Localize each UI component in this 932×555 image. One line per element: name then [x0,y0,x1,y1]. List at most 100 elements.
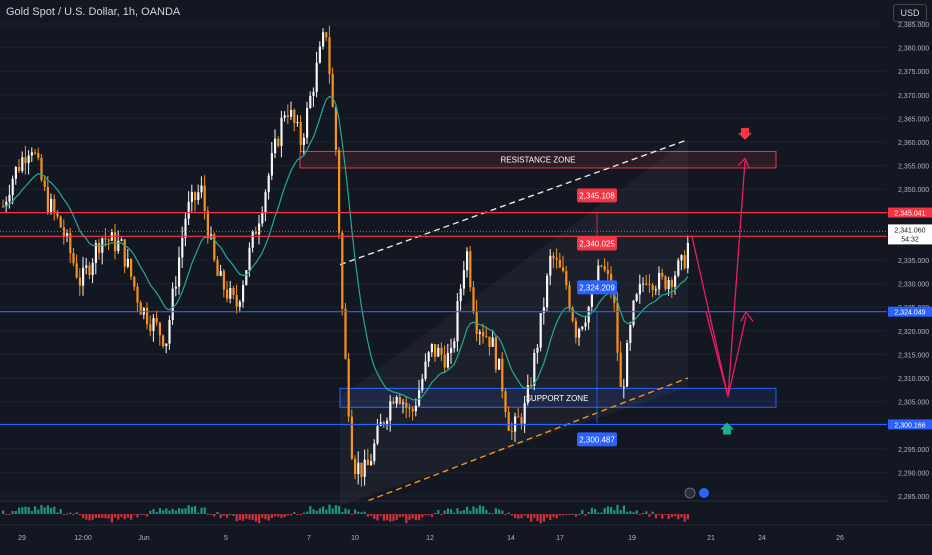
resistance-zone-label: RESISTANCE ZONE [501,156,576,165]
candle-body [152,317,155,331]
candle-body [498,358,501,370]
osc-bar [242,514,245,521]
candle-body [674,275,677,287]
candle-body [683,255,686,269]
osc-bar [626,511,629,514]
candle-body [309,95,312,108]
channel-fill [340,139,688,506]
projection-arrows [691,127,754,435]
osc-bar [2,510,5,514]
flag-icon[interactable] [699,488,709,498]
candle-body [50,199,53,212]
candle-body [373,443,376,462]
candle-body [229,287,232,299]
osc-bar [354,509,357,514]
candle-body [75,263,78,278]
osc-bar [315,510,318,514]
resistance-zone[interactable] [299,150,777,169]
candle-body [280,117,283,146]
osc-bar [619,510,622,514]
osc-bar [200,507,203,514]
candle-body [462,270,465,289]
osc-bar [510,514,513,516]
osc-bar [546,514,549,518]
osc-bar [334,505,337,514]
candle-body [501,358,504,392]
candle-body [5,201,8,207]
candle-body [667,280,670,290]
candle-body [53,199,56,212]
currency-button[interactable]: USD [893,4,927,22]
candle-body [398,396,401,404]
candle-body [155,317,158,323]
candle-body [530,385,533,387]
osc-bar [466,506,469,514]
osc-bar [562,514,565,516]
osc-bar [235,514,238,522]
candle-body [622,386,625,388]
osc-bar [645,511,648,514]
candle-body [165,343,168,347]
candle-body [312,91,315,96]
osc-bar [440,514,443,516]
osc-bar [606,506,609,514]
candle-body [299,122,302,145]
osc-bar [674,514,677,517]
osc-bar [24,506,27,514]
candle-body [306,107,309,138]
osc-bar [62,514,65,515]
osc-bar [587,511,590,514]
candle-body [574,320,577,338]
channel-lower-line [367,377,689,502]
alert-icon[interactable] [684,487,696,499]
osc-bar [386,514,389,521]
osc-bar [88,514,91,521]
candle-body [21,157,24,171]
osc-bar [53,506,56,514]
osc-bar [213,514,216,517]
osc-bar [50,507,53,514]
osc-bar [478,505,481,514]
candle-body [69,233,72,254]
candle-body [552,255,555,259]
candle-body [168,320,171,344]
osc-bar [568,514,571,515]
candle-body [318,46,321,63]
time-axis[interactable]: 29 12:00 Jun 5 7 10 12 14 17 19 21 24 26 [0,524,932,542]
osc-bar [578,513,581,515]
osc-bar [248,514,251,520]
candle-body [178,257,181,287]
candle-body [197,192,200,201]
time-tick-label: 29 [18,535,26,542]
candle-body [427,352,430,362]
price-tick-label: 2,385.000 [898,22,929,29]
price-label-text: 2,300.487 [579,435,615,444]
candle-body [181,237,184,258]
candle-body [245,270,248,286]
osc-bar [254,514,257,522]
osc-bar [347,509,350,514]
candles-layer [2,25,689,487]
axis-level-tag [888,419,932,430]
axis-level-text: 2,324.049 [894,310,925,317]
candle-body [254,231,257,235]
osc-bar [341,512,344,514]
price-label-text: 2,340.025 [579,239,615,248]
osc-bar [258,514,261,524]
time-tick-label: 12:00 [74,535,92,542]
osc-bar [494,508,497,514]
osc-bar [264,514,267,520]
support-zone[interactable] [339,387,777,408]
candle-body [203,185,206,211]
candle-body [325,32,328,38]
candle-body [424,361,427,379]
osc-bar [251,514,254,521]
osc-bar [203,507,206,514]
candle-body [606,269,609,274]
osc-bar [651,511,654,514]
candle-body [200,185,203,193]
price-axis[interactable]: 2,285.0002,290.0002,295.0002,300.0002,30… [887,0,932,525]
candle-body [190,192,193,202]
